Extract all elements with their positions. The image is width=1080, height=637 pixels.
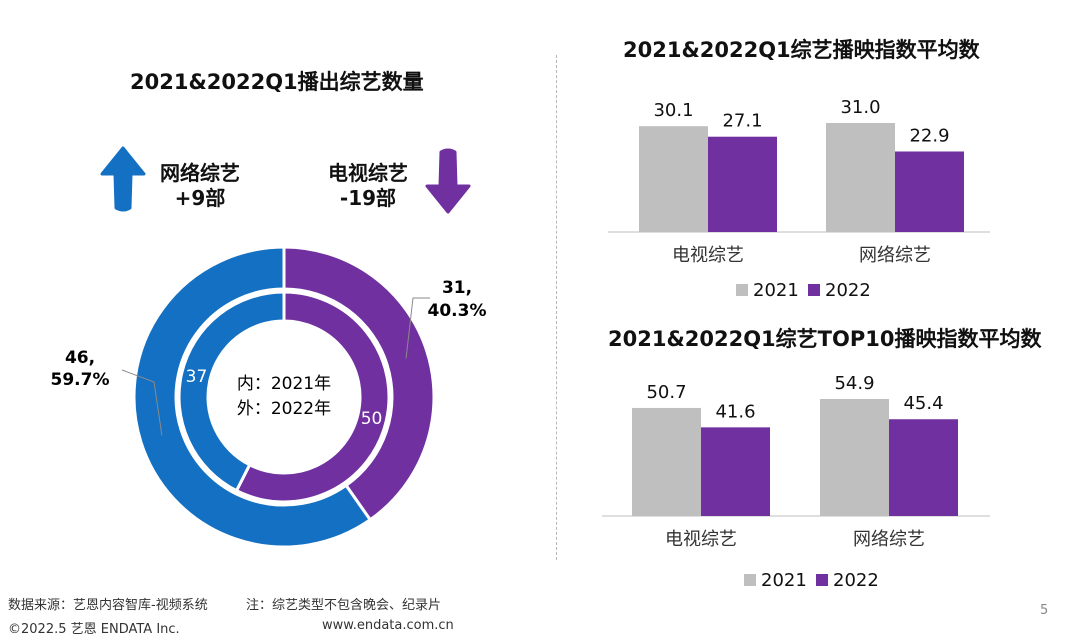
bar1-category-0: 电视综艺 (672, 245, 744, 266)
copyright: ©2022.5 艺恩 ENDATA Inc. (8, 622, 180, 637)
bar1-label-2022-1: 22.9 (909, 125, 949, 146)
donut-outer-online-slice (132, 245, 373, 549)
bar1-label-2021-1: 31.0 (840, 97, 880, 118)
bar-chart-2-title: 2021&2022Q1综艺TOP10播映指数平均数 (608, 327, 1042, 351)
donut-inner-tv-slice (234, 290, 391, 504)
donut-tv-leader-line (405, 297, 430, 359)
bar1-bar-2022-0 (708, 136, 777, 232)
donut-center-inner-year: 内：2021年 (237, 374, 331, 394)
bar1-label-2022-0: 27.1 (722, 111, 762, 132)
bar2-label-2022-1: 45.4 (903, 393, 943, 414)
online-variety-label: 网络综艺 (160, 161, 240, 185)
down-arrow-icon (425, 148, 471, 214)
data-source: 数据来源：艺恩内容智库-视频系统 (8, 598, 208, 613)
tv-variety-change: 电视综艺 -19部 (318, 161, 418, 211)
donut-outer-tv-percent: 40.3% (428, 301, 487, 321)
tv-variety-label: 电视综艺 (328, 161, 408, 185)
donut-outer-online-percent: 59.7% (51, 370, 110, 390)
up-arrow-icon (100, 146, 146, 212)
bar2-legend-swatch-2022 (816, 574, 828, 586)
bar2-legend-label-2021: 2021 (761, 570, 807, 591)
bar1-bar-2022-1 (895, 151, 964, 232)
bar1-bar-2021-0 (639, 126, 708, 232)
bar2-label-2022-0: 41.6 (715, 401, 755, 422)
bar1-legend-swatch-2021 (736, 284, 748, 296)
online-variety-change: 网络综艺 +9部 (150, 161, 250, 211)
donut-chart-title: 2021&2022Q1播出综艺数量 (130, 70, 424, 94)
bar2-category-0: 电视综艺 (665, 529, 737, 550)
bar1-legend-label-2022: 2022 (825, 280, 871, 301)
website-link[interactable]: www.endata.com.cn (322, 618, 454, 633)
bar-chart-1-title: 2021&2022Q1综艺播映指数平均数 (623, 38, 980, 62)
bar2-bar-2021-0 (632, 407, 701, 516)
donut-outer-tv-value: 31, (442, 278, 472, 298)
donut-center-outer-year: 外：2022年 (237, 399, 331, 419)
bar1-category-1: 网络综艺 (859, 245, 931, 266)
bar1-legend-label-2021: 2021 (753, 280, 799, 301)
panel-divider (556, 55, 557, 560)
bar2-legend-label-2022: 2022 (833, 570, 879, 591)
bar2-label-2021-1: 54.9 (834, 373, 874, 394)
bar2-label-2021-0: 50.7 (646, 382, 686, 403)
bar1-bar-2021-1 (826, 123, 895, 232)
donut-online-leader-line (121, 369, 163, 436)
bar2-bar-2021-1 (820, 399, 889, 516)
donut-inner-tv-label: 50 (361, 409, 383, 429)
bar1-legend-swatch-2022 (808, 284, 820, 296)
broadcast-index-bar-chart: 30.1 27.1 电视综艺 31.0 22.9 网络综艺 2021 2022 (608, 97, 990, 301)
tv-variety-delta: -19部 (339, 186, 397, 210)
bar2-legend-swatch-2021 (744, 574, 756, 586)
bar2-bar-2022-0 (701, 427, 770, 516)
bar2-bar-2022-1 (889, 419, 958, 516)
top10-broadcast-index-bar-chart: 50.7 41.6 电视综艺 54.9 45.4 网络综艺 2021 2022 (602, 373, 990, 591)
data-note: 注：综艺类型不包含晚会、纪录片 (246, 598, 442, 613)
donut-outer-tv-slice (282, 245, 436, 522)
online-variety-delta: +9部 (174, 186, 226, 210)
donut-inner-online-slice (177, 290, 286, 493)
donut-inner-online-label: 37 (186, 367, 208, 387)
bar1-label-2021-0: 30.1 (653, 100, 693, 121)
page-number: 5 (1040, 603, 1049, 618)
bar2-category-1: 网络综艺 (853, 529, 925, 550)
donut-outer-online-value: 46, (65, 348, 95, 368)
